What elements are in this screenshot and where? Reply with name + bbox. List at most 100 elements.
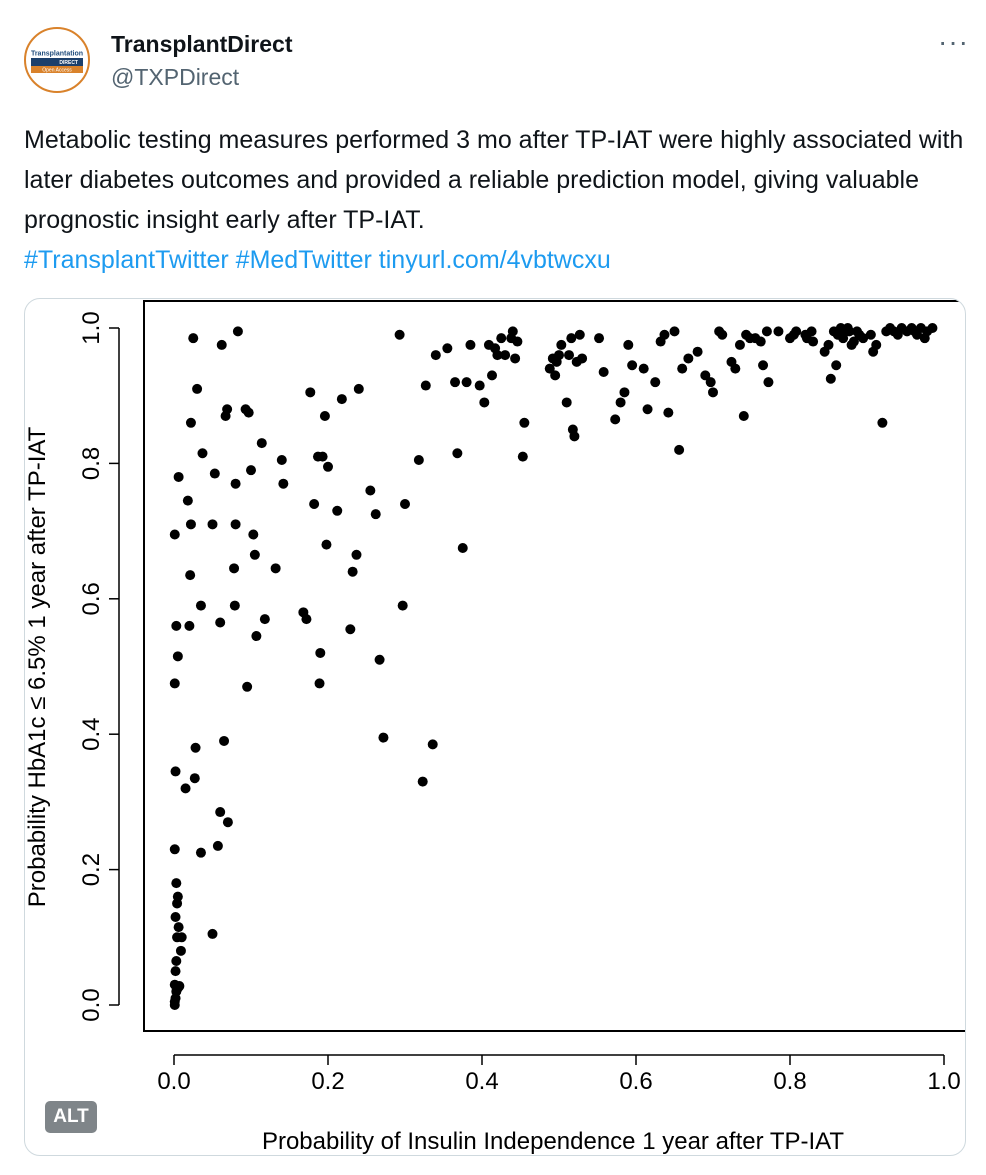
data-point	[474, 380, 485, 391]
data-point	[598, 367, 609, 378]
data-point	[619, 387, 630, 398]
data-point	[321, 539, 332, 550]
data-point	[510, 353, 521, 364]
data-point	[400, 499, 410, 510]
data-point	[182, 495, 193, 506]
data-point	[305, 387, 316, 398]
data-point	[175, 945, 186, 956]
data-point	[309, 499, 320, 510]
avatar[interactable]: Transplantation DIRECT Open Access	[24, 27, 90, 93]
svg-text:Transplantation: Transplantation	[31, 51, 83, 58]
data-point	[351, 549, 362, 560]
data-point	[730, 363, 741, 374]
url-link[interactable]: tinyurl.com/4vbtwcxu	[378, 246, 611, 274]
data-point	[825, 373, 836, 384]
data-point	[185, 417, 196, 428]
user-handle[interactable]: @TXPDirect	[111, 64, 240, 90]
data-point	[229, 563, 240, 574]
x-axis-label: Probability of Insulin Independence 1 ye…	[262, 1128, 844, 1155]
y-tick-label: 0.2	[78, 853, 105, 886]
data-point	[761, 326, 772, 337]
more-options-icon[interactable]: ···	[938, 26, 969, 57]
data-point	[176, 932, 187, 943]
data-point	[492, 350, 503, 361]
y-tick-label: 1.0	[78, 311, 105, 344]
display-name[interactable]: TransplantDirect	[111, 31, 293, 57]
data-point	[663, 407, 674, 418]
x-tick-label: 0.2	[311, 1068, 344, 1095]
data-point	[638, 363, 649, 374]
data-point	[871, 339, 882, 350]
data-point	[808, 336, 819, 347]
data-point	[209, 468, 220, 479]
data-point	[642, 404, 653, 415]
data-point	[507, 326, 518, 337]
data-point	[314, 678, 325, 689]
data-point	[216, 339, 227, 350]
data-point	[248, 529, 259, 540]
data-point	[427, 739, 438, 750]
data-point	[394, 329, 405, 340]
alt-text-badge[interactable]: ALT	[45, 1101, 97, 1133]
hashtag-link[interactable]: #MedTwitter	[235, 246, 372, 274]
x-tick-label: 0.0	[157, 1068, 190, 1095]
y-tick-label: 0.8	[78, 447, 105, 480]
data-point	[230, 478, 241, 489]
data-point	[610, 414, 621, 425]
y-tick-label: 0.4	[78, 718, 105, 751]
data-point	[594, 333, 605, 344]
data-point	[319, 411, 330, 422]
data-point	[185, 570, 196, 581]
data-point	[190, 742, 201, 753]
data-point	[180, 783, 191, 794]
data-point	[574, 329, 585, 340]
data-point	[420, 380, 431, 391]
y-tick-label: 0.6	[78, 582, 105, 615]
data-point	[170, 966, 181, 977]
y-tick-label: 0.0	[78, 988, 105, 1021]
data-point	[370, 509, 381, 520]
data-point	[865, 329, 876, 340]
data-point	[215, 807, 226, 818]
data-point	[192, 383, 203, 394]
data-point	[249, 549, 260, 560]
data-point	[172, 891, 183, 902]
svg-text:Open Access: Open Access	[42, 68, 72, 74]
data-point	[171, 955, 182, 966]
data-point	[844, 326, 855, 337]
data-point	[276, 455, 287, 466]
x-tick-label: 1.0	[927, 1068, 960, 1095]
data-point	[172, 651, 183, 662]
data-point	[717, 329, 728, 340]
tweet-image[interactable]: 0.0 0.2 0.4 0.6 0.8 1.0 0.0 0.2 0.4 0.6 0.8 1.0 Pr…	[24, 298, 966, 1156]
data-point	[347, 566, 358, 577]
scatter-chart: 0.0 0.2 0.4 0.6 0.8 1.0 0.0 0.2 0.4 0.6 0.8 1.0 Pr…	[25, 300, 965, 1155]
data-point	[232, 326, 243, 337]
data-point	[674, 444, 685, 455]
data-point	[215, 617, 226, 628]
data-point	[256, 438, 267, 449]
data-point	[465, 339, 476, 350]
data-point	[831, 360, 842, 371]
data-point	[195, 600, 206, 611]
data-point	[791, 326, 802, 337]
data-point	[222, 404, 233, 415]
data-point	[243, 407, 254, 418]
data-point	[683, 353, 694, 364]
data-point	[823, 339, 834, 350]
hashtag-link[interactable]: #TransplantTwitter	[24, 246, 229, 274]
data-point	[184, 620, 195, 631]
data-point	[927, 323, 938, 333]
data-point	[212, 840, 223, 851]
data-point	[323, 461, 333, 472]
data-point	[169, 678, 180, 689]
data-point	[566, 333, 577, 344]
data-point	[246, 465, 256, 476]
data-point	[763, 377, 774, 388]
data-point	[479, 397, 490, 408]
data-point	[692, 346, 703, 357]
data-point	[487, 370, 498, 381]
data-point	[650, 377, 661, 388]
data-point	[397, 600, 408, 611]
data-point	[374, 654, 385, 665]
